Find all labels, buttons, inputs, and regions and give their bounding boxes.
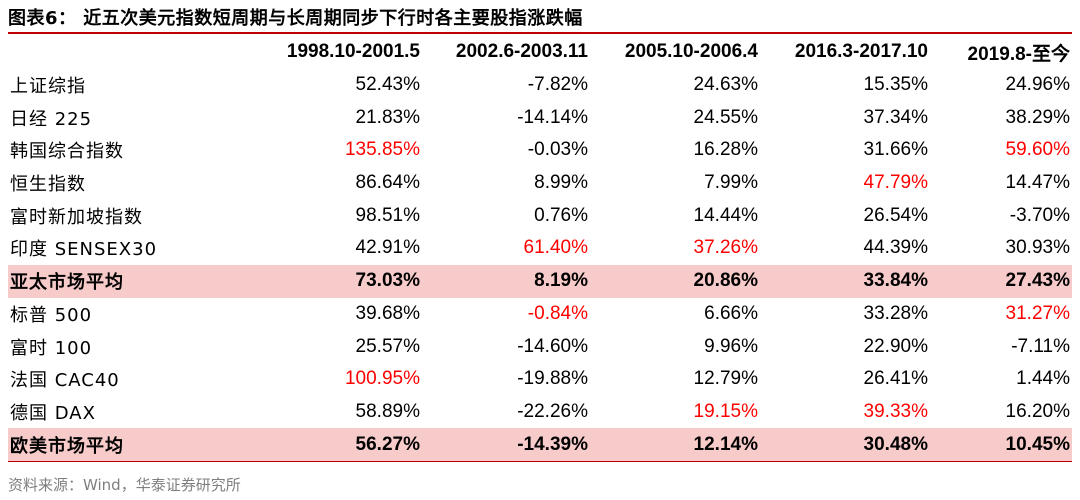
index-name: 富时 100 [10,337,93,359]
return-cell: 47.79% [863,172,928,194]
index-name: 上证综指 [10,76,86,98]
return-cell: -14.39% [422,428,590,462]
return-cell: 24.63% [693,74,758,96]
return-cell: 30.93% [1005,237,1070,259]
table-row: 恒生指数 86.64% 8.99% 7.99% 47.79% 14.47% [8,167,1072,200]
return-cell: 30.48% [760,428,930,462]
return-cell: 38.29% [1005,106,1070,128]
return-cell: 33.84% [760,264,930,298]
return-cell: 24.96% [1005,74,1070,96]
return-cell: 1.44% [1016,368,1070,390]
return-cell: 21.83% [355,106,420,128]
return-cell: -0.03% [527,139,588,161]
table-body: 上证综指 52.43% -7.82% 24.63% 15.35% 24.96% 日经 225… [8,69,1072,462]
return-cell: 9.96% [704,335,758,357]
return-cell: -7.11% [1011,335,1070,357]
return-cell: 22.90% [863,335,928,357]
return-cell: 14.47% [1005,172,1070,194]
return-cell: 27.43% [930,264,1072,298]
return-cell: 8.19% [422,264,590,298]
return-cell: 31.27% [1005,302,1070,324]
index-name: 恒生指数 [10,174,86,196]
return-cell: 31.66% [863,139,928,161]
return-cell: 37.34% [863,106,928,128]
return-cell: 10.45% [930,428,1072,462]
average-row: 亚太市场平均 73.03% 8.19% 20.86% 33.84% 27.43% [8,264,1072,298]
header-period: 1998.10-2001.5 [286,41,420,63]
index-name: 标普 500 [10,304,93,326]
return-cell: 8.99% [534,172,588,194]
index-name: 亚太市场平均 [8,264,240,298]
index-name: 韩国综合指数 [10,141,124,163]
return-cell: 61.40% [523,237,588,259]
return-cell: 26.41% [863,368,928,390]
return-cell: 20.86% [590,264,760,298]
return-cell: 59.60% [1005,139,1070,161]
return-cell: -19.88% [517,368,588,390]
header-period: 2002.6-2003.11 [455,41,588,63]
table-row: 富时 100 25.57% -14.60% 9.96% 22.90% -7.11% [8,330,1072,363]
return-cell: 44.39% [863,237,928,259]
index-name: 日经 225 [10,108,93,130]
return-cell: 16.20% [1005,400,1070,422]
return-cell: 14.44% [693,204,758,226]
return-cell: 7.99% [704,172,758,194]
returns-table: 1998.10-2001.5 2002.6-2003.11 2005.10-20… [8,36,1072,462]
average-row: 欧美市场平均 56.27% -14.39% 12.14% 30.48% 10.45% [8,428,1072,462]
table-row: 日经 225 21.83% -14.14% 24.55% 37.34% 38.29% [8,101,1072,134]
return-cell: -7.82% [527,74,588,96]
return-cell: -14.60% [517,335,588,357]
table-row: 法国 CAC40 100.95% -19.88% 12.79% 26.41% 1.44% [8,363,1072,396]
header-stub [8,36,240,69]
table-row: 韩国综合指数 135.85% -0.03% 16.28% 31.66% 59.60% [8,134,1072,167]
return-cell: 39.33% [863,400,928,422]
table-row: 印度 SENSEX30 42.91% 61.40% 37.26% 44.39% 30.93… [8,232,1072,265]
return-cell: 16.28% [693,139,758,161]
index-name: 欧美市场平均 [8,428,240,462]
return-cell: -22.26% [517,400,588,422]
return-cell: 58.89% [355,400,420,422]
return-cell: 73.03% [240,264,422,298]
return-cell: 33.28% [863,302,928,324]
return-cell: 86.64% [355,172,420,194]
return-cell: 25.57% [355,335,420,357]
index-name: 法国 CAC40 [10,370,120,392]
table-row: 标普 500 39.68% -0.84% 6.66% 33.28% 31.27% [8,298,1072,331]
header-period: 2019.8-至今 [967,43,1070,65]
return-cell: 12.14% [590,428,760,462]
index-name: 德国 DAX [10,402,96,424]
index-name: 富时新加坡指数 [10,206,143,228]
table-row: 富时新加坡指数 98.51% 0.76% 14.44% 26.54% -3.70% [8,199,1072,232]
table-row: 德国 DAX 58.89% -22.26% 19.15% 39.33% 16.20% [8,396,1072,429]
return-cell: 98.51% [355,204,420,226]
return-cell: 24.55% [693,106,758,128]
header-period: 2005.10-2006.4 [624,41,758,63]
return-cell: -3.70% [1009,204,1070,226]
return-cell: 12.79% [693,368,758,390]
return-cell: 42.91% [355,237,420,259]
figure-title: 图表6： 近五次美元指数短周期与长周期同步下行时各主要股指涨跌幅 [8,4,1072,34]
return-cell: 19.15% [693,400,758,422]
return-cell: 52.43% [355,74,420,96]
source-note: 资料来源：Wind，华泰证券研究所 [8,476,241,494]
return-cell: 135.85% [344,139,420,161]
return-cell: 37.26% [693,237,758,259]
header-period: 2016.3-2017.10 [794,41,928,63]
table-row: 上证综指 52.43% -7.82% 24.63% 15.35% 24.96% [8,69,1072,102]
return-cell: 39.68% [355,302,420,324]
return-cell: 26.54% [863,204,928,226]
index-name: 印度 SENSEX30 [10,239,158,261]
return-cell: -14.14% [517,106,588,128]
return-cell: 56.27% [240,428,422,462]
table-header-row: 1998.10-2001.5 2002.6-2003.11 2005.10-20… [8,36,1072,69]
return-cell: 6.66% [704,302,758,324]
return-cell: -0.84% [527,302,588,324]
return-cell: 0.76% [534,204,588,226]
return-cell: 100.95% [344,368,420,390]
return-cell: 15.35% [863,74,928,96]
